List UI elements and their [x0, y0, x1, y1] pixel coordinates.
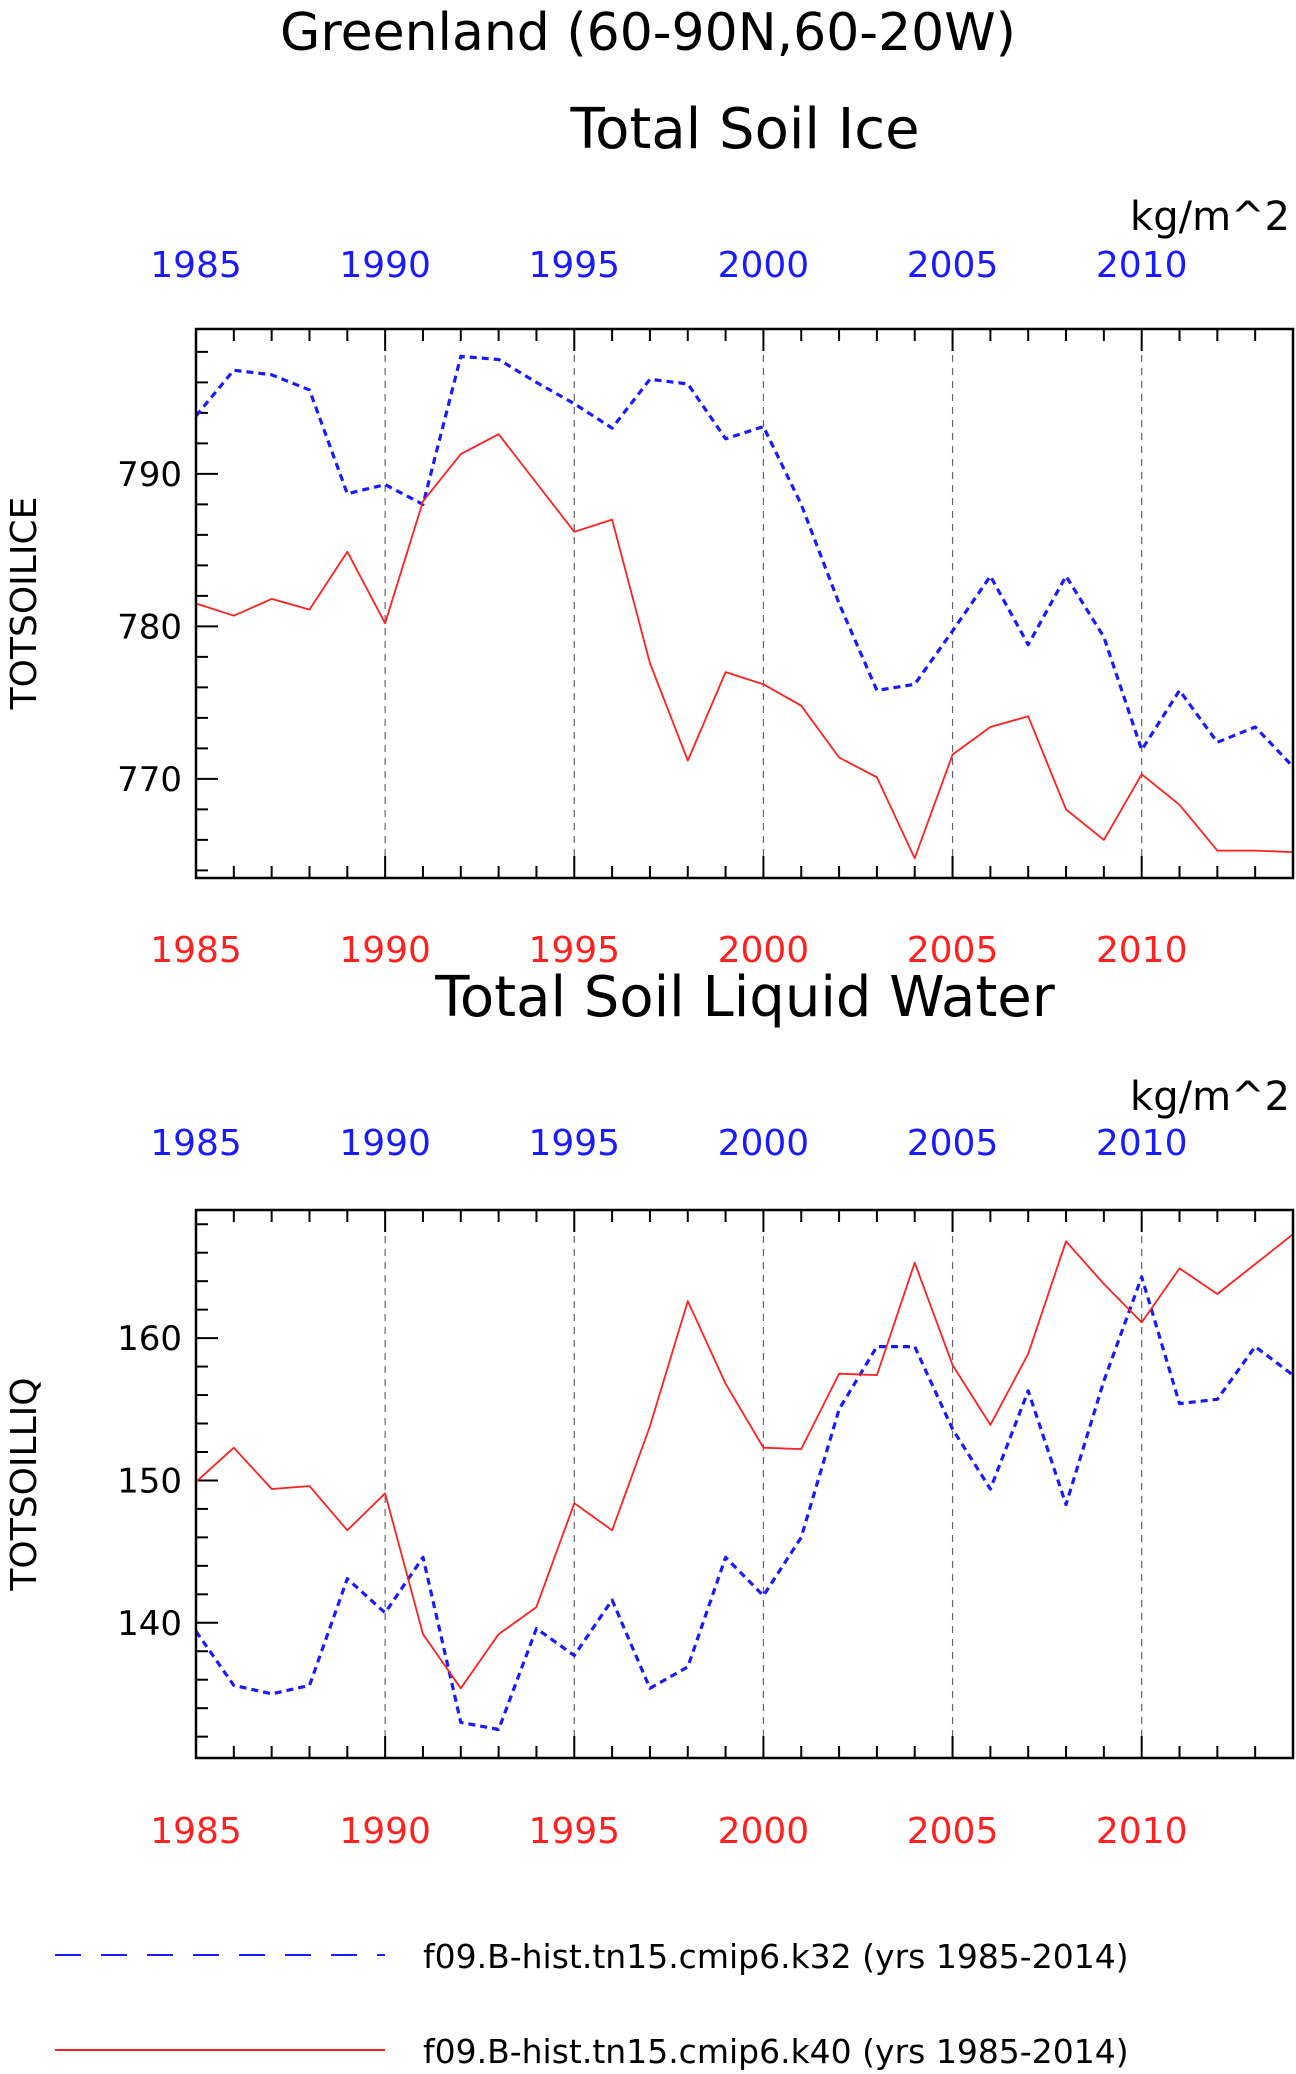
series-line-k32	[194, 1275, 1294, 1732]
x-top-tick-label: 2005	[907, 245, 999, 286]
x-top-tick-label: 1985	[150, 1123, 242, 1164]
x-bottom-tick-label: 2000	[718, 930, 810, 971]
y-axis-label: TOTSOILICE	[4, 497, 45, 711]
x-top-tick-label: 1995	[528, 245, 620, 286]
plot-frame	[194, 1208, 1295, 1760]
x-top-tick-label: 1990	[339, 245, 431, 286]
figure-title: Greenland (60-90N,60-20W)	[280, 3, 1016, 63]
panel-soil-liquid-water: Total Soil Liquid Water kg/m^2 TOTSOILLIQ 1…	[4, 965, 1295, 1852]
x-bottom-tick-label: 2005	[907, 930, 999, 971]
x-top-tick-label: 2000	[718, 1123, 810, 1164]
x-bottom-tick-label: 2000	[718, 1811, 810, 1852]
x-bottom-tick-label: 1995	[528, 1811, 620, 1852]
y-tick-label: 140	[117, 1604, 182, 1644]
units-label: kg/m^2	[1130, 1074, 1290, 1120]
series-line-k40	[195, 1233, 1294, 1690]
y-axis-label: TOTSOILLIQ	[4, 1377, 45, 1591]
x-top-tick-label: 2000	[718, 245, 810, 286]
x-bottom-tick-label: 2010	[1096, 930, 1188, 971]
x-bottom-tick-label: 1985	[150, 1811, 242, 1852]
y-tick-label: 160	[117, 1319, 182, 1359]
panel-title: Total Soil Ice	[569, 97, 919, 162]
x-bottom-tick-label: 1990	[339, 1811, 431, 1852]
panel-soil-ice: Total Soil Ice kg/m^2 TOTSOILICE 1985 1985 19…	[4, 97, 1295, 971]
series-line-k32	[194, 354, 1295, 768]
legend: f09.B-hist.tn15.cmip6.k32 (yrs 1985-2014…	[55, 1937, 1129, 2071]
x-top-tick-label: 1995	[528, 1123, 620, 1164]
x-top-tick-label: 1990	[339, 1123, 431, 1164]
plot-frame	[194, 327, 1295, 880]
units-label: kg/m^2	[1130, 194, 1290, 240]
series-line-k40	[195, 433, 1294, 860]
x-bottom-tick-label: 2005	[907, 1811, 999, 1852]
y-tick-label: 780	[117, 607, 182, 647]
y-tick-label: 770	[117, 760, 182, 800]
y-tick-label: 790	[117, 455, 182, 495]
x-bottom-tick-label: 1995	[528, 930, 620, 971]
x-top-tick-label: 2010	[1096, 1123, 1188, 1164]
x-bottom-tick-label: 2010	[1096, 1811, 1188, 1852]
x-top-tick-label: 2010	[1096, 245, 1188, 286]
x-bottom-tick-label: 1990	[339, 930, 431, 971]
y-tick-label: 150	[117, 1461, 182, 1501]
panel-title: Total Soil Liquid Water	[434, 965, 1056, 1030]
legend-k32-label: f09.B-hist.tn15.cmip6.k32 (yrs 1985-2014…	[423, 1937, 1129, 1976]
x-top-tick-label: 2005	[907, 1123, 999, 1164]
x-bottom-tick-label: 1985	[150, 930, 242, 971]
x-top-tick-label: 1985	[150, 245, 242, 286]
legend-k40-label: f09.B-hist.tn15.cmip6.k40 (yrs 1985-2014…	[423, 2032, 1129, 2071]
